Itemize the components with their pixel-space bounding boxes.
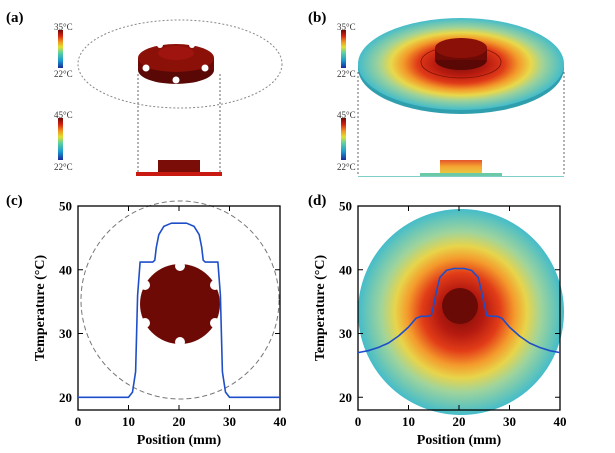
cross-section-b — [358, 160, 564, 177]
y-tick-label-c: 20 — [59, 390, 72, 405]
colorbar-a-top — [58, 30, 63, 68]
colorbar-b-bottom-max: 45°C — [337, 110, 356, 120]
x-tick-label-c: 0 — [75, 414, 82, 429]
y-tick-label-c: 50 — [59, 199, 72, 214]
x-axis-label-d: Position (mm) — [417, 433, 502, 448]
y-tick-label-d: 20 — [339, 390, 352, 405]
y-tick-label-d: 40 — [339, 262, 352, 277]
x-tick-label-c: 10 — [122, 414, 135, 429]
x-axis-label-c: Position (mm) — [137, 433, 222, 448]
y-tick-label-d: 30 — [339, 326, 352, 341]
x-tick-label-c: 20 — [173, 414, 186, 429]
panel-label-c: (c) — [6, 193, 23, 209]
y-tick-label-c: 30 — [59, 326, 72, 341]
x-tick-label-d: 0 — [355, 414, 362, 429]
colorbar-b-bottom-min: 22°C — [337, 162, 356, 172]
colorbar-a-top-max: 35°C — [54, 22, 73, 32]
cross-section-a — [136, 160, 222, 176]
dashed-ellipse-a — [77, 19, 283, 109]
colorbar-b-top-max: 35°C — [337, 22, 356, 32]
y-axis-label-c: Temperature (°C) — [33, 255, 48, 362]
x-tick-label-c: 30 — [223, 414, 236, 429]
y-tick-label-c: 40 — [59, 262, 72, 277]
colorbar-b-bottom — [341, 118, 346, 160]
x-tick-label-d: 10 — [402, 414, 415, 429]
colorbar-b-top — [341, 30, 346, 68]
colorbar-a-bottom-min: 22°C — [54, 162, 73, 172]
series-line-c-0 — [78, 222, 280, 399]
x-tick-label-d: 40 — [554, 414, 567, 429]
x-tick-label-d: 20 — [453, 414, 466, 429]
y-axis-label-d: Temperature (°C) — [313, 255, 328, 362]
x-tick-label-d: 30 — [503, 414, 516, 429]
gear-disk-c — [140, 261, 220, 347]
y-tick-label-d: 50 — [339, 199, 352, 214]
panel-label-a: (a) — [6, 10, 24, 26]
colorbar-a-bottom — [58, 118, 63, 160]
chart-c: 0 10 20 30 40 20 30 40 50 Position (mm) Temperatur… — [33, 199, 287, 449]
hot-core-d — [442, 288, 478, 324]
gear-3d-a — [138, 42, 214, 84]
series-line-d-0 — [357, 267, 561, 354]
x-tick-label-c: 40 — [274, 414, 287, 429]
dashed-circle-c — [80, 200, 280, 400]
colorbar-a-top-min: 22°C — [54, 69, 73, 79]
heated-disk-3d-b — [358, 18, 564, 114]
colorbar-b-top-min: 22°C — [337, 69, 356, 79]
colorbar-a-bottom-max: 45°C — [54, 110, 73, 120]
panel-label-b: (b) — [308, 10, 326, 26]
chart-d: 0 10 20 30 40 20 30 40 50 Position (mm) Temperatur… — [313, 199, 567, 449]
panel-label-d: (d) — [308, 193, 326, 209]
